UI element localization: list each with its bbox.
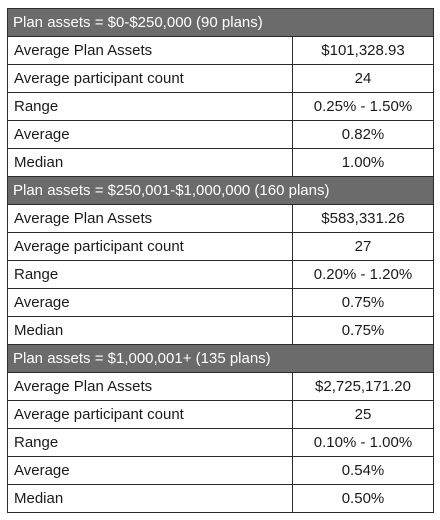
row-label: Average — [7, 288, 293, 317]
row-label: Median — [7, 148, 293, 177]
table-row: Average participant count 25 — [7, 400, 434, 429]
table-row: Average Plan Assets $2,725,171.20 — [7, 372, 434, 401]
row-value: 0.54% — [292, 456, 434, 485]
row-label: Range — [7, 428, 293, 457]
row-value: 0.25% - 1.50% — [292, 92, 434, 121]
plan-fees-table-container: Plan assets = $0-$250,000 (90 plans) Ave… — [7, 8, 434, 513]
row-value: 0.20% - 1.20% — [292, 260, 434, 289]
row-value: 27 — [292, 232, 434, 261]
row-value: 0.82% — [292, 120, 434, 149]
row-label: Median — [7, 316, 293, 345]
table-row: Average Plan Assets $583,331.26 — [7, 204, 434, 233]
row-label: Average participant count — [7, 64, 293, 93]
row-value: 25 — [292, 400, 434, 429]
row-value: 0.10% - 1.00% — [292, 428, 434, 457]
table-row: Average participant count 27 — [7, 232, 434, 261]
row-value: 24 — [292, 64, 434, 93]
section-header-row: Plan assets = $1,000,001+ (135 plans) — [7, 344, 434, 373]
row-label: Median — [7, 484, 293, 513]
row-label: Range — [7, 92, 293, 121]
table-row: Average 0.54% — [7, 456, 434, 485]
table-row: Range 0.10% - 1.00% — [7, 428, 434, 457]
table-row: Average 0.75% — [7, 288, 434, 317]
section-header: Plan assets = $250,001-$1,000,000 (160 p… — [7, 176, 434, 205]
section-header-row: Plan assets = $0-$250,000 (90 plans) — [7, 8, 434, 37]
row-value: $583,331.26 — [292, 204, 434, 233]
row-label: Average Plan Assets — [7, 36, 293, 65]
table-row: Average participant count 24 — [7, 64, 434, 93]
section-header: Plan assets = $1,000,001+ (135 plans) — [7, 344, 434, 373]
row-label: Average — [7, 456, 293, 485]
table-row: Range 0.25% - 1.50% — [7, 92, 434, 121]
table-row: Range 0.20% - 1.20% — [7, 260, 434, 289]
table-row: Median 1.00% — [7, 148, 434, 177]
table-row: Average Plan Assets $101,328.93 — [7, 36, 434, 65]
row-label: Range — [7, 260, 293, 289]
row-label: Average participant count — [7, 400, 293, 429]
table-row: Median 0.75% — [7, 316, 434, 345]
table-row: Average 0.82% — [7, 120, 434, 149]
row-label: Average participant count — [7, 232, 293, 261]
row-value: 0.75% — [292, 316, 434, 345]
plan-fees-table: Plan assets = $0-$250,000 (90 plans) Ave… — [7, 8, 434, 513]
row-value: 0.75% — [292, 288, 434, 317]
row-value: $101,328.93 — [292, 36, 434, 65]
row-label: Average Plan Assets — [7, 204, 293, 233]
row-label: Average Plan Assets — [7, 372, 293, 401]
section-header-row: Plan assets = $250,001-$1,000,000 (160 p… — [7, 176, 434, 205]
row-label: Average — [7, 120, 293, 149]
table-row: Median 0.50% — [7, 484, 434, 513]
row-value: 0.50% — [292, 484, 434, 513]
row-value: $2,725,171.20 — [292, 372, 434, 401]
row-value: 1.00% — [292, 148, 434, 177]
section-header: Plan assets = $0-$250,000 (90 plans) — [7, 8, 434, 37]
